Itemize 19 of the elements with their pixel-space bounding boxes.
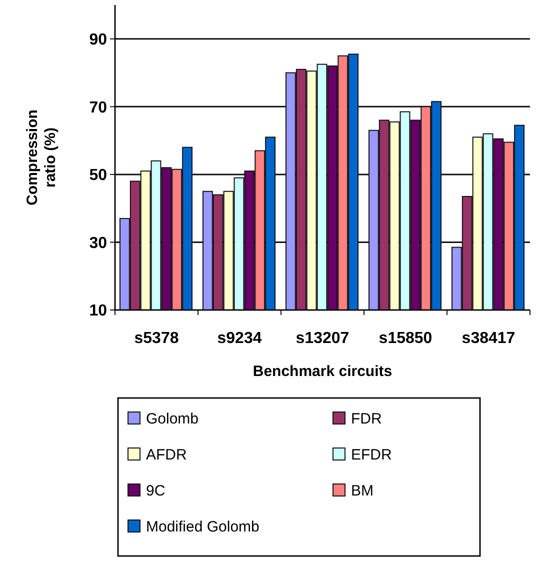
y-tick-label: 90 — [89, 31, 108, 48]
x-axis-title: Benchmark circuits — [252, 363, 392, 380]
y-axis-title: Compression ratio (%) — [24, 110, 59, 206]
y-tick-label: 30 — [89, 234, 108, 252]
x-tick-label: s5378 — [134, 330, 179, 347]
y-tick-label: 50 — [89, 167, 108, 184]
x-tick-label: s38417 — [462, 330, 516, 347]
legend-label: Modified Golomb — [146, 518, 260, 536]
y-tick-label: 10 — [89, 302, 108, 320]
y-tick-label: 70 — [89, 99, 108, 116]
legend-label: EFDR — [351, 446, 392, 464]
x-tick-label: s13207 — [296, 330, 350, 347]
x-tick-label: s15850 — [378, 330, 432, 347]
legend-label: BM — [351, 482, 374, 500]
legend-label: FDR — [351, 410, 382, 428]
x-tick-label: s9234 — [217, 330, 262, 347]
legend-label: AFDR — [146, 446, 187, 464]
legend-label: 9C — [146, 482, 166, 500]
legend-label: Golomb — [146, 410, 199, 428]
